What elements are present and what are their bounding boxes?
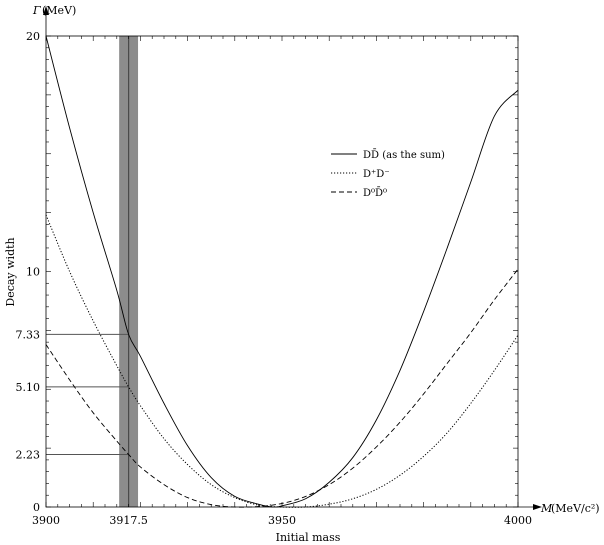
series-line	[45, 214, 519, 508]
legend-label: D⁺D⁻	[363, 169, 390, 180]
x-tick-label: 3950	[268, 514, 296, 527]
x-tick-label: 3900	[32, 514, 60, 527]
plot-frame	[43, 6, 542, 510]
y-tick-label: 7.33	[16, 328, 41, 341]
y-tick-label: 2.23	[16, 448, 41, 461]
y-tick-label: 0	[33, 501, 40, 514]
legend: DD̄ (as the sum) D⁺D⁻ D⁰D̄⁰	[331, 149, 445, 199]
y-tick-label: 20	[26, 30, 40, 43]
series-line	[45, 35, 519, 508]
y-tick-label: 10	[26, 266, 40, 279]
y-axis-unit: (MeV)	[42, 4, 76, 17]
x-tick-label: 3917.5	[109, 514, 148, 527]
reference-lines	[46, 333, 129, 455]
x-axis-label: Initial mass	[276, 531, 341, 544]
y-axis-label: Decay width	[4, 237, 17, 306]
y-axis-arrowhead	[43, 6, 49, 15]
tick-layer: 3900 3917.5 3950 4000 0 2.23 5.10 7.33 10 20	[16, 30, 533, 527]
series-line	[45, 268, 519, 508]
band-layer	[119, 36, 139, 507]
x-axis-unit: (MeV/c²)	[551, 502, 600, 515]
legend-label: D⁰D̄⁰	[363, 187, 387, 199]
x-tick-label: 4000	[504, 514, 532, 527]
plot-border	[45, 35, 519, 508]
x-axis-arrowhead	[533, 504, 542, 510]
y-axis-symbol: Γ	[32, 4, 41, 17]
x-axis-symbol: M	[540, 502, 553, 515]
y-tick-label: 5.10	[16, 381, 41, 394]
series-layer	[45, 35, 519, 508]
legend-label: DD̄ (as the sum)	[363, 149, 445, 161]
